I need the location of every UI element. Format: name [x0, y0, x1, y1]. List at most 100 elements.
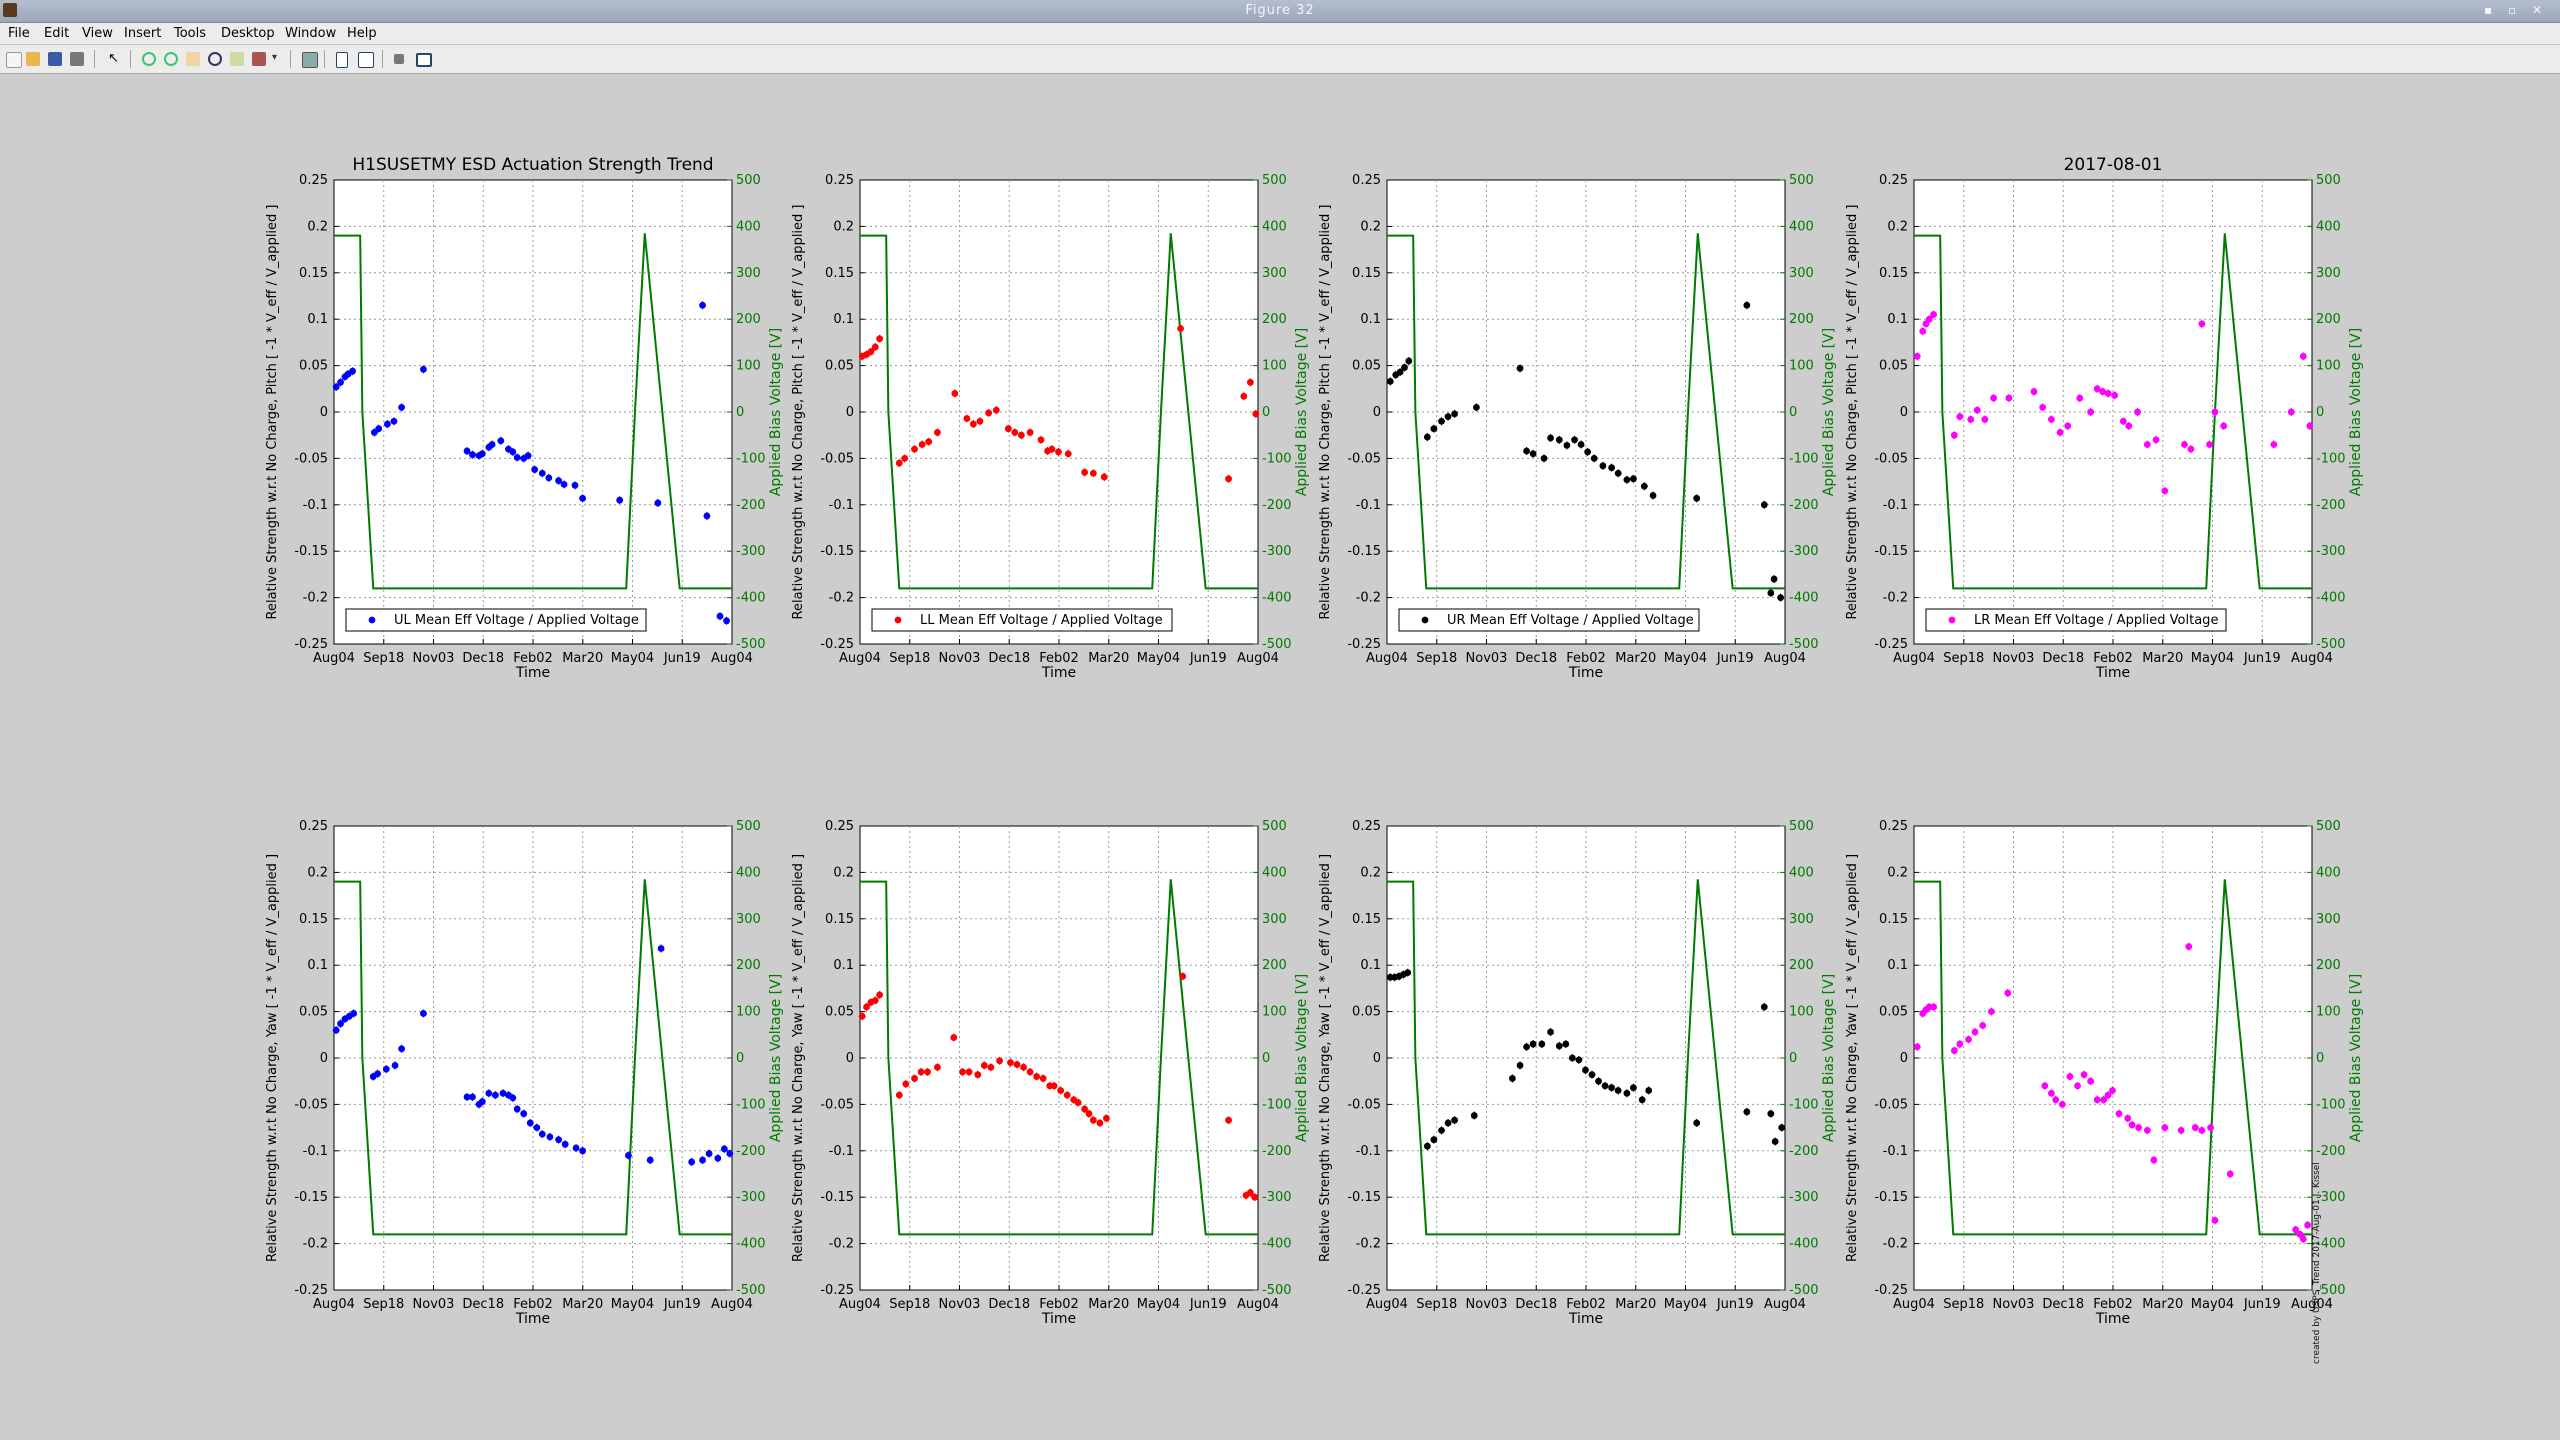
data-point — [1925, 315, 1933, 324]
data-point — [1588, 1070, 1596, 1079]
data-cursor-icon[interactable] — [230, 52, 244, 66]
data-marker — [1063, 1091, 1071, 1099]
data-marker — [572, 1144, 580, 1152]
data-marker — [1930, 1003, 1938, 1011]
y-tick-label: 0.2 — [1360, 219, 1381, 234]
data-point — [2143, 440, 2151, 449]
data-point — [1529, 1040, 1537, 1049]
menu-view[interactable]: View — [82, 26, 113, 41]
save-icon[interactable] — [48, 52, 62, 66]
data-marker — [555, 1136, 563, 1144]
figure-toolbar: ↖ ▾ — [0, 45, 2560, 74]
y2-tick-label: 500 — [1789, 173, 1814, 188]
data-point — [895, 459, 903, 468]
data-marker — [1547, 434, 1554, 442]
data-marker — [349, 367, 356, 375]
data-point — [924, 1067, 932, 1076]
data-point — [509, 447, 517, 456]
data-marker — [1540, 455, 1548, 462]
y2-tick-label: -200 — [736, 498, 766, 513]
x-tick-label: May04 — [1137, 651, 1180, 666]
y-tick-label: 0.25 — [1352, 173, 1381, 188]
data-marker — [1693, 1119, 1701, 1127]
data-point — [2064, 421, 2072, 430]
menu-insert[interactable]: Insert — [124, 26, 162, 41]
data-marker — [1404, 969, 1412, 977]
data-marker — [918, 441, 926, 448]
data-point — [2030, 387, 2038, 396]
data-marker — [560, 480, 568, 488]
data-point — [2093, 1095, 2101, 1104]
edit-plot-icon[interactable]: ↖ — [108, 51, 119, 66]
data-point — [1033, 1072, 1041, 1081]
grid-icon[interactable] — [394, 54, 404, 64]
zoom-in-icon[interactable] — [142, 52, 156, 66]
y-tick-label: 0 — [320, 1051, 328, 1066]
y2-tick-label: 0 — [736, 1051, 744, 1066]
chart-panel-ll-yaw: -0.25 -0.2 -0.15 -0.1 -0.05 0 0.05 0.1 0.15 0.2 0.… — [791, 819, 1310, 1327]
y-axis-label: Relative Strength w.r.t No Charge, Pitch… — [1845, 205, 1860, 620]
legend-icon[interactable] — [336, 52, 348, 68]
data-point — [2211, 1216, 2219, 1225]
data-marker — [1571, 436, 1578, 444]
y2-tick-label: 0 — [736, 405, 744, 420]
link-icon[interactable]: ▾ — [272, 52, 278, 63]
show-tools-icon[interactable] — [416, 53, 432, 67]
x-tick-label: Dec18 — [462, 651, 504, 666]
data-point — [555, 1135, 563, 1144]
menu-tools[interactable]: Tools — [174, 26, 207, 41]
legend: LL Mean Eff Voltage / Applied Voltage — [871, 608, 1173, 632]
data-marker — [1444, 413, 1452, 421]
data-marker — [463, 447, 471, 455]
menu-file[interactable]: File — [8, 26, 30, 41]
data-marker — [1096, 1119, 1104, 1127]
print-icon[interactable] — [70, 52, 84, 66]
data-point — [654, 498, 662, 507]
menu-desktop[interactable]: Desktop — [221, 26, 275, 41]
data-point — [863, 1002, 870, 1011]
data-marker — [520, 1110, 528, 1118]
y2-tick-label: 300 — [1262, 912, 1287, 927]
brush-icon[interactable] — [252, 52, 266, 66]
zoom-out-icon[interactable] — [164, 52, 178, 66]
open-file-icon[interactable] — [26, 52, 40, 66]
rotate-icon[interactable] — [208, 52, 222, 66]
data-point — [1011, 428, 1019, 437]
menu-window[interactable]: Window — [285, 26, 337, 41]
y2-tick-label: -500 — [1789, 1283, 1819, 1298]
window-titlebar: Figure 32 ▪ ▫ ✕ — [0, 0, 2560, 23]
y2-tick-label: 300 — [1789, 266, 1814, 281]
data-marker — [1930, 311, 1938, 318]
data-marker — [925, 438, 933, 446]
x-tick-label: Mar20 — [1088, 651, 1129, 666]
data-marker — [2181, 441, 2188, 448]
data-point — [332, 382, 340, 391]
y-tick-label: -0.25 — [1874, 1283, 1908, 1298]
data-point — [1956, 1040, 1964, 1049]
pan-icon[interactable] — [186, 52, 200, 66]
x-axis-label: Time — [2095, 665, 2130, 681]
data-point — [485, 1089, 493, 1098]
new-figure-icon[interactable] — [6, 52, 22, 68]
data-marker — [2041, 1082, 2049, 1090]
y-tick-label: -0.15 — [294, 544, 328, 559]
y2-tick-label: 500 — [1262, 819, 1287, 834]
y-tick-label: 0.05 — [1352, 1005, 1381, 1020]
data-point — [1246, 1188, 1254, 1197]
data-point — [1575, 1055, 1583, 1064]
x-tick-label: Feb02 — [1039, 651, 1079, 666]
menu-edit[interactable]: Edit — [44, 26, 70, 41]
colorbar-icon[interactable] — [302, 52, 318, 68]
data-marker — [1743, 301, 1751, 309]
data-point — [2161, 1123, 2169, 1132]
data-point — [1623, 475, 1631, 484]
hide-tools-icon[interactable] — [358, 52, 374, 68]
y2-tick-label: 200 — [2316, 958, 2341, 973]
data-marker — [1225, 1116, 1232, 1124]
window-controls[interactable]: ▪ ▫ ✕ — [2484, 3, 2548, 17]
y2-tick-label: -300 — [2316, 1190, 2346, 1205]
data-marker — [1177, 325, 1184, 332]
y-tick-label: -0.15 — [820, 1190, 854, 1205]
menu-help[interactable]: Help — [347, 26, 377, 41]
data-marker — [2211, 408, 2219, 416]
